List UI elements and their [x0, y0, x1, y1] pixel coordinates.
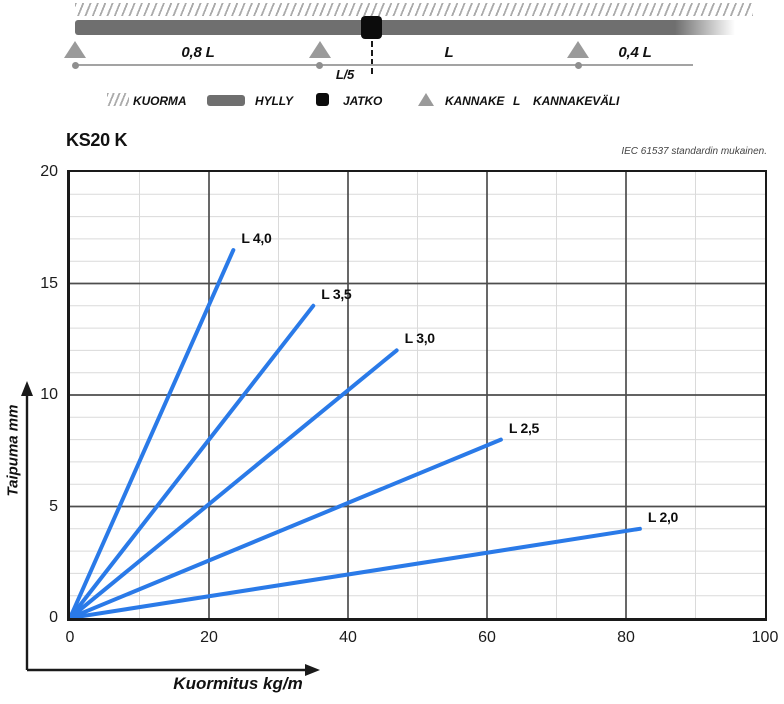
y-tick-20: 20 [40, 163, 58, 180]
y-tick-5: 5 [49, 497, 58, 515]
x-tick-80: 80 [617, 629, 635, 646]
plot-area: L 4,0 L 3,5 L 3,0 L 2,5 L 2,0 [64, 170, 767, 624]
up-arrowhead-icon [21, 381, 33, 396]
series-line-L-3-5 [68, 303, 316, 620]
x-tick-40: 40 [339, 629, 357, 646]
x-tick-100: 100 [751, 629, 779, 646]
y-tick-0: 0 [49, 609, 58, 626]
right-arrowhead-icon [305, 664, 320, 676]
span-label-04L: 0,4 L [618, 44, 652, 61]
x-tick-60: 60 [478, 629, 496, 646]
legend-label-hylly: HYLLY [255, 94, 293, 108]
series-label-L-2-0: L 2,0 [647, 508, 679, 525]
series-label-L-3-0: L 3,0 [404, 330, 435, 347]
dimension-dot [72, 62, 79, 69]
span-label-08L: 0,8 L [181, 44, 215, 61]
x-tick-20: 20 [200, 629, 218, 646]
joint-icon [316, 93, 329, 106]
dimension-line [75, 64, 693, 66]
dimension-dot [316, 62, 323, 69]
plot-canvas [64, 172, 765, 624]
legend-label-kuorma: KUORMA [133, 94, 187, 108]
dimension-dot [575, 62, 582, 69]
x-tick-0: 0 [65, 629, 75, 646]
span-label-L: L [444, 44, 454, 61]
load-hatch-strip [75, 3, 753, 16]
shelf-icon [207, 95, 245, 106]
chart-title: KS20 K [66, 130, 128, 150]
joint-block [361, 16, 382, 39]
support-icon [418, 93, 434, 106]
support-triangle-left [64, 41, 86, 58]
series-line-L-2-5 [68, 437, 503, 620]
joint-dashed-line [371, 41, 373, 74]
x-axis-label: Kuormitus kg/m [173, 674, 303, 693]
hatch-icon [107, 93, 129, 106]
legend-label-kannakevali: KANNAKEVÄLI [533, 94, 620, 108]
series-line-L-3-0 [68, 348, 399, 620]
span-label-L5: L/5 [335, 67, 355, 82]
series-line-L-4-0 [68, 248, 236, 620]
y-tick-10: 10 [40, 386, 58, 403]
series-label-L-2-5: L 2,5 [508, 419, 540, 436]
series-label-L-4-0: L 4,0 [241, 230, 272, 247]
standard-note: IEC 61537 standardin mukainen. [621, 146, 767, 157]
support-triangle-right [567, 41, 589, 58]
legend-label-kannake: KANNAKE [445, 94, 505, 108]
series-label-L-3-5: L 3,5 [321, 285, 352, 302]
axis-arrows [21, 381, 320, 676]
shelf-bar [75, 20, 737, 35]
support-triangle-middle [309, 41, 331, 58]
L-glyph: L [513, 94, 521, 108]
y-tick-15: 15 [40, 274, 58, 292]
series-line-L-2-0 [68, 526, 642, 620]
legend-label-jatko: JATKO [343, 94, 383, 108]
